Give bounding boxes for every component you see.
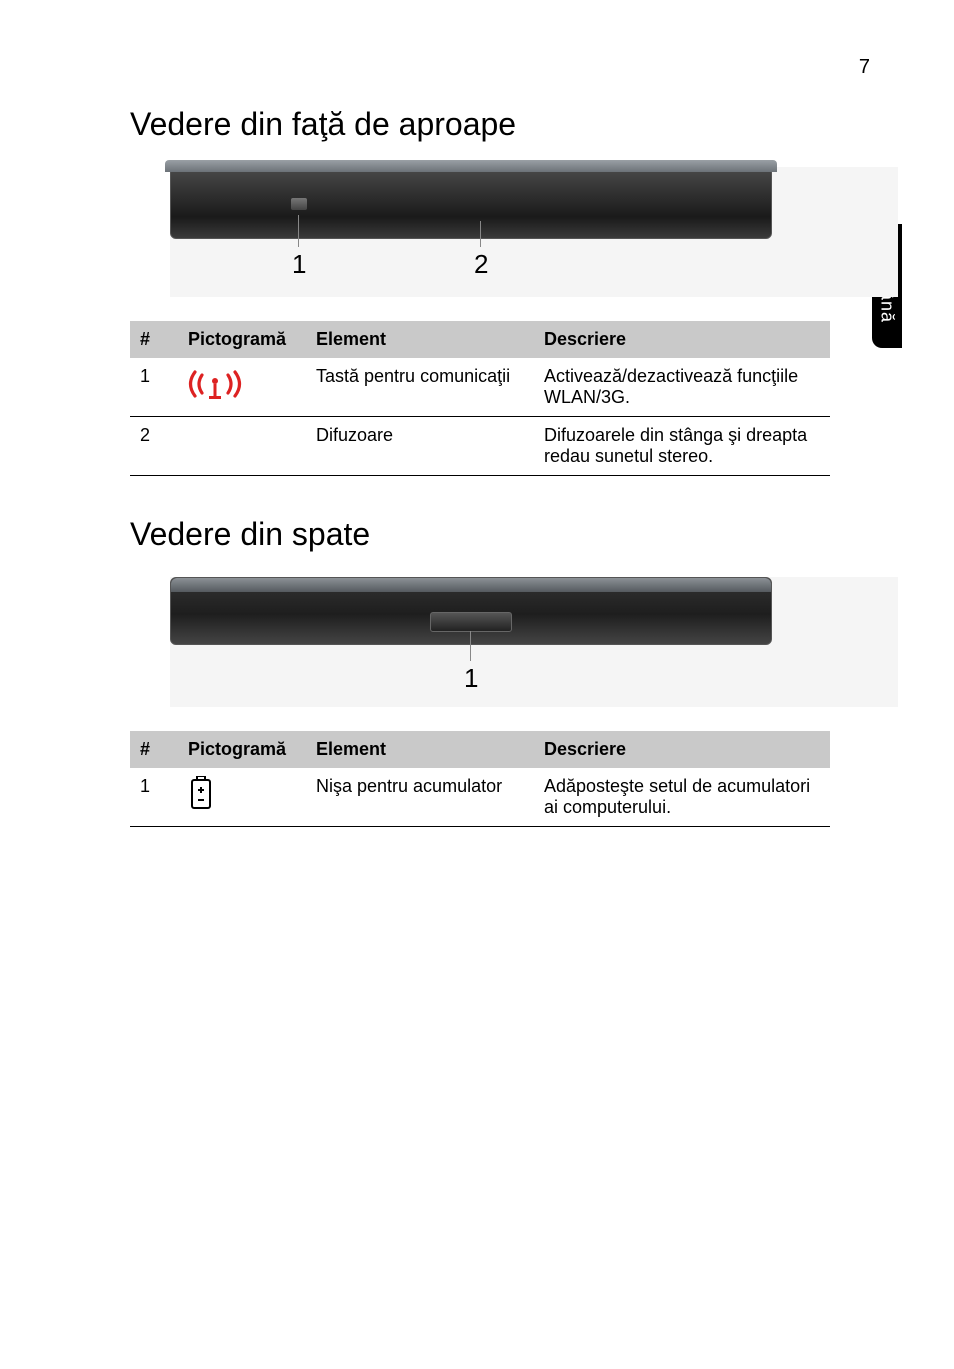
callout-line-2 bbox=[480, 221, 481, 247]
cell-element: Nişa pentru acumulator bbox=[306, 768, 534, 827]
th-icon: Pictogramă bbox=[178, 731, 306, 768]
cell-icon bbox=[178, 768, 306, 827]
th-desc: Descriere bbox=[534, 731, 830, 768]
callout-line-b1 bbox=[470, 631, 471, 661]
front-detail bbox=[291, 198, 307, 210]
cell-icon bbox=[178, 358, 306, 417]
th-desc: Descriere bbox=[534, 321, 830, 358]
wireless-icon bbox=[188, 366, 242, 402]
table-row: 1 Nişa pentru acumulator Adăposteşte set… bbox=[130, 768, 830, 827]
th-icon: Pictogramă bbox=[178, 321, 306, 358]
callout-num-b1: 1 bbox=[464, 663, 478, 694]
figure-back: 1 bbox=[170, 577, 898, 707]
section1-table: # Pictogramă Element Descriere 1 bbox=[130, 321, 830, 476]
cell-num: 2 bbox=[130, 417, 178, 476]
cell-desc: Difuzoarele din stânga şi dreapta redau … bbox=[534, 417, 830, 476]
cell-element: Difuzoare bbox=[306, 417, 534, 476]
cell-icon bbox=[178, 417, 306, 476]
cell-num: 1 bbox=[130, 768, 178, 827]
section2-title: Vedere din spate bbox=[130, 516, 898, 553]
laptop-front-illustration bbox=[170, 167, 772, 239]
cell-num: 1 bbox=[130, 358, 178, 417]
cell-element: Tastă pentru comunicaţii bbox=[306, 358, 534, 417]
th-num: # bbox=[130, 731, 178, 768]
cell-desc: Adăposteşte setul de acumulatori ai comp… bbox=[534, 768, 830, 827]
cell-desc: Activează/dezactivează funcţiile WLAN/3G… bbox=[534, 358, 830, 417]
battery-icon bbox=[188, 776, 214, 810]
th-elem: Element bbox=[306, 731, 534, 768]
section2-table: # Pictogramă Element Descriere 1 bbox=[130, 731, 830, 827]
callout-num-2: 2 bbox=[474, 249, 488, 280]
th-elem: Element bbox=[306, 321, 534, 358]
latch-detail bbox=[430, 612, 512, 632]
table-header-row: # Pictogramă Element Descriere bbox=[130, 321, 830, 358]
laptop-back-illustration bbox=[170, 577, 772, 645]
page: 7 Română Vedere din faţă de aproape 1 2 … bbox=[0, 0, 954, 1369]
page-number: 7 bbox=[859, 56, 870, 79]
figure-front: 1 2 bbox=[170, 167, 898, 297]
callout-line-1 bbox=[298, 215, 299, 247]
table-header-row: # Pictogramă Element Descriere bbox=[130, 731, 830, 768]
table-row: 2 Difuzoare Difuzoarele din stânga şi dr… bbox=[130, 417, 830, 476]
th-num: # bbox=[130, 321, 178, 358]
callout-num-1: 1 bbox=[292, 249, 306, 280]
table-row: 1 Tastă pentru comunicaţii bbox=[130, 358, 830, 417]
section1-title: Vedere din faţă de aproape bbox=[130, 106, 898, 143]
